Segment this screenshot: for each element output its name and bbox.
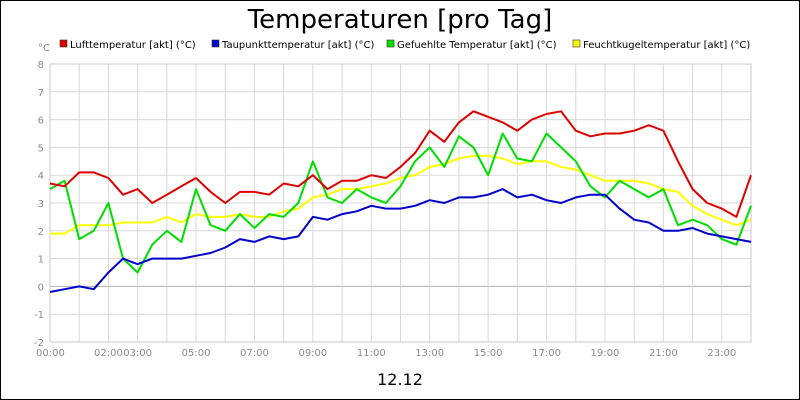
x-tick-label: 00:00 <box>36 348 65 359</box>
legend-swatch-2 <box>386 39 395 48</box>
legend-label-3: Feuchtkugeltemperatur [akt] (°C) <box>583 40 750 51</box>
legend-swatch-1 <box>211 39 220 48</box>
y-tick-label: 8 <box>38 60 44 71</box>
x-tick-label: 17:00 <box>532 348 561 359</box>
y-tick-label: 4 <box>38 171 44 182</box>
y-tick-label: 6 <box>38 116 44 127</box>
date-label: 12.12 <box>377 370 423 389</box>
series-layer <box>49 110 752 293</box>
x-tick-label: 21:00 <box>649 348 678 359</box>
series-line-3 <box>50 154 752 235</box>
legend-label-0: Lufttemperatur [akt] (°C) <box>70 40 196 51</box>
x-tick-label: 07:00 <box>240 348 269 359</box>
x-tick-label: 03:00 <box>123 348 152 359</box>
x-tick-label: 09:00 <box>298 348 327 359</box>
legend-label-2: Gefuehlte Temperatur [akt] (°C) <box>397 40 557 51</box>
x-tick-label: 23:00 <box>707 348 736 359</box>
y-tick-label: 3 <box>38 199 44 210</box>
plot-grid <box>49 63 752 343</box>
legend-swatch-3 <box>572 39 581 48</box>
y-tick-label: -1 <box>34 310 44 321</box>
x-tick-label: 05:00 <box>182 348 211 359</box>
plot-border <box>49 63 752 343</box>
y-tick-label: 0 <box>38 282 44 293</box>
y-tick-label: 5 <box>38 143 44 154</box>
y-tick-label: -2 <box>34 338 44 349</box>
x-axis-ticks: 00:00 02:00 03:00 05:00 07:00 09:00 11:00 13:00… <box>36 348 736 359</box>
x-tick-label: 15:00 <box>474 348 503 359</box>
y-tick-label: 7 <box>38 88 44 99</box>
chart-title: Temperaturen [pro Tag] <box>247 5 553 35</box>
series-line-0 <box>49 110 752 218</box>
y-axis-ticks: 8 7 6 5 4 3 2 1 0 -1 -2 <box>34 60 44 349</box>
legend-swatch-0 <box>59 39 68 48</box>
legend-label-1: Taupunkttemperatur [akt] (°C) <box>221 40 374 51</box>
y-tick-label: 1 <box>38 255 44 266</box>
series-line-1 <box>49 188 752 293</box>
y-axis-unit-label: °C <box>38 43 50 54</box>
x-tick-label: 02:00 <box>94 348 123 359</box>
legend: Lufttemperatur [akt] (°C) Taupunkttempera… <box>59 39 750 51</box>
x-tick-label: 11:00 <box>357 348 386 359</box>
series-line-2 <box>49 132 752 274</box>
x-tick-label: 19:00 <box>591 348 620 359</box>
y-tick-label: 2 <box>38 227 44 238</box>
x-tick-label: 13:00 <box>415 348 444 359</box>
